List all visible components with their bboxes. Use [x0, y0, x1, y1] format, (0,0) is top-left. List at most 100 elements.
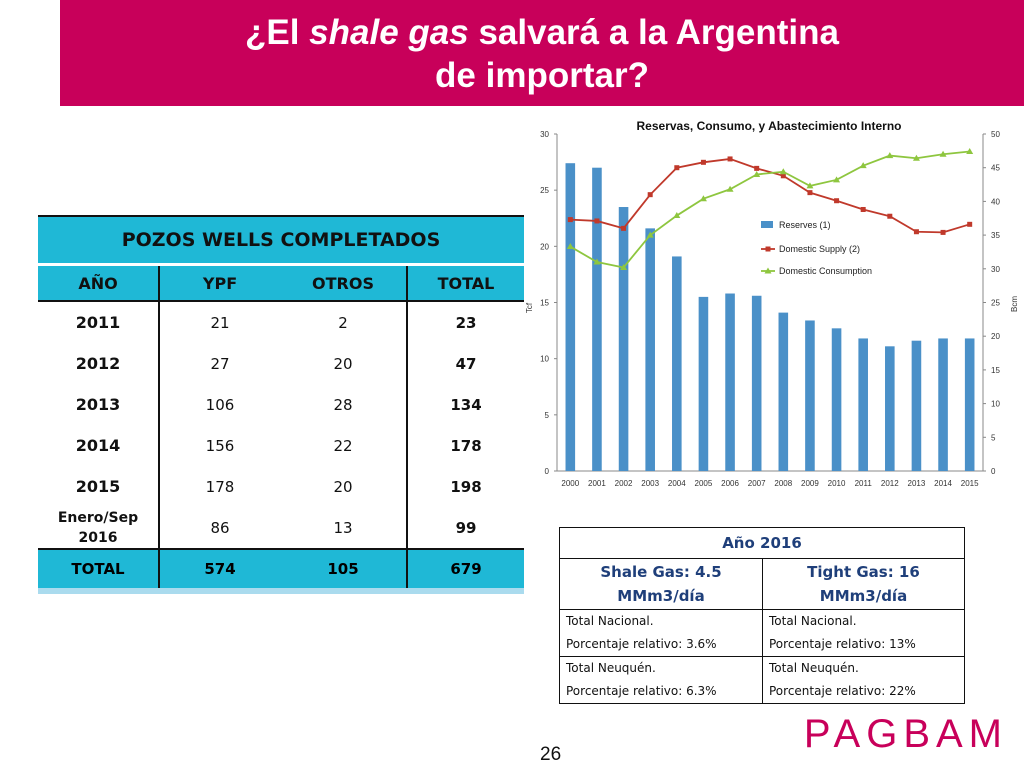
point-domestic-consumption: [939, 150, 947, 157]
x-tick-label: 2008: [774, 479, 792, 488]
y-tick-label: 30: [540, 130, 549, 139]
x-tick-label: 2006: [721, 479, 739, 488]
bar-reserves: [592, 167, 602, 471]
cell-ypf: 178: [158, 466, 280, 507]
point-domestic-consumption: [859, 162, 867, 169]
point-domestic-consumption: [833, 176, 841, 183]
page-number: 26: [540, 744, 562, 765]
cell-ypf: 21: [158, 301, 280, 343]
point-domestic-consumption: [753, 170, 761, 177]
bar-reserves: [911, 340, 922, 471]
bar-reserves: [831, 328, 842, 471]
title-line-2: de importar?: [435, 56, 649, 95]
nacional-tight-pct: Porcentaje relativo: 13%: [769, 637, 916, 651]
cell-year: 2011: [75, 313, 121, 332]
neuquen-tight-pct: Porcentaje relativo: 22%: [769, 684, 916, 698]
reserves-chart: 0 5 10 15 20 25 30 0 5 10 15 20 25 30 35 40 45 50 Tcf Bcm 20…: [525, 130, 1019, 488]
y2-tick-label: 5: [991, 433, 996, 442]
point-domestic-supply: [940, 229, 946, 235]
cell-total: 198: [406, 466, 524, 507]
shale-gas-value: Shale Gas: 4.5: [600, 563, 722, 581]
tight-gas-value: Tight Gas: 16: [807, 563, 920, 581]
point-domestic-consumption: [912, 154, 920, 161]
col-header-year: AÑO: [38, 264, 159, 302]
cell-otros: 2: [338, 313, 348, 332]
total-otros: 105: [280, 548, 407, 594]
x-tick-label: 2010: [828, 479, 846, 488]
point-domestic-consumption: [673, 212, 681, 219]
point-domestic-supply: [860, 206, 866, 212]
y-tick-label: 25: [540, 186, 549, 195]
y2-tick-label: 10: [991, 400, 1000, 409]
point-domestic-consumption: [566, 243, 574, 250]
y2-tick-label: 30: [991, 265, 1000, 274]
y2-tick-label: 25: [991, 299, 1000, 308]
y2-tick-label: 35: [991, 231, 1000, 240]
y-tick-label: 0: [545, 467, 550, 476]
cell-year: 2014: [75, 436, 121, 455]
table-row: 2015 178 20 198: [38, 466, 524, 507]
y-tick-label: 5: [545, 411, 550, 420]
bar-reserves: [805, 320, 815, 471]
legend-swatch-reserves: [761, 221, 773, 228]
y-tick-label: 20: [540, 242, 549, 251]
cell-ypf: 106: [158, 384, 280, 425]
tight-gas-cell: Tight Gas: 16 MMm3/día: [762, 558, 965, 610]
y-axis-title: Tcf: [525, 302, 534, 313]
point-domestic-consumption: [699, 195, 707, 202]
cell-year: 2012: [75, 354, 121, 373]
point-domestic-consumption: [966, 148, 974, 155]
y-tick-label: 15: [540, 299, 549, 308]
col-header-ypf: YPF: [158, 264, 280, 302]
cell-year: Enero/Sep 2016: [57, 509, 139, 546]
x-tick-label: 2015: [961, 479, 979, 488]
x-tick-label: 2011: [855, 479, 873, 488]
x-tick-label: 2001: [588, 479, 606, 488]
col-header-total: TOTAL: [406, 264, 524, 302]
point-domestic-supply: [807, 190, 813, 196]
point-domestic-supply: [754, 165, 760, 171]
table-row: 2012 27 20 47: [38, 343, 524, 384]
cell-total: 99: [406, 507, 524, 549]
chart-title: Reservas, Consumo, y Abastecimiento Inte…: [636, 119, 902, 133]
point-domestic-consumption: [620, 263, 628, 270]
point-domestic-supply: [621, 225, 627, 231]
point-domestic-supply: [887, 213, 893, 219]
y2-axis-title: Bcm: [1010, 296, 1019, 312]
bar-reserves: [778, 312, 789, 471]
title-part-1: ¿El: [244, 13, 310, 52]
x-tick-label: 2012: [881, 479, 899, 488]
x-tick-label: 2013: [908, 479, 926, 488]
legend-marker-consumption: [764, 267, 772, 274]
wells-table: POZOS WELLS COMPLETADOS AÑO YPF OTROS TO…: [38, 215, 524, 594]
tight-gas-unit: MMm3/día: [819, 587, 908, 605]
total-label: TOTAL: [38, 548, 159, 594]
y2-tick-label: 0: [991, 467, 996, 476]
total-total: 679: [406, 548, 524, 594]
year-2016-table: Año 2016 Shale Gas: 4.5 MMm3/día Tight G…: [559, 527, 965, 704]
y2-tick-label: 15: [991, 366, 1000, 375]
point-domestic-supply: [913, 229, 919, 235]
point-domestic-supply: [780, 173, 786, 179]
cell-total: 47: [406, 343, 524, 384]
line-domestic-consumption: [569, 150, 970, 269]
cell-ypf: 156: [158, 425, 280, 466]
title-banner: ¿El shale gas salvará a la Argentina de …: [60, 0, 1024, 106]
point-domestic-supply: [567, 217, 573, 223]
point-domestic-consumption: [806, 182, 814, 189]
neuquen-tight-cell: Total Neuquén. Porcentaje relativo: 22%: [762, 656, 965, 704]
shale-gas-cell: Shale Gas: 4.5 MMm3/día: [559, 558, 763, 610]
cell-ypf: 86: [158, 507, 280, 549]
legend-label-reserves: Reserves (1): [779, 220, 831, 230]
neuquen-tight-label: Total Neuquén.: [769, 661, 859, 675]
line-domestic-supply: [570, 158, 970, 234]
x-tick-label: 2002: [615, 479, 633, 488]
cell-total: 23: [406, 301, 524, 343]
table-row: Enero/Sep 2016 86 13 99: [38, 507, 524, 549]
bar-reserves: [645, 228, 655, 471]
total-row: TOTAL 574 105 679: [38, 548, 524, 594]
point-domestic-consumption: [779, 168, 787, 175]
y2-tick-label: 20: [991, 332, 1000, 341]
title-italic: shale gas: [309, 13, 469, 52]
nacional-shale-cell: Total Nacional. Porcentaje relativo: 3.6…: [559, 609, 763, 657]
